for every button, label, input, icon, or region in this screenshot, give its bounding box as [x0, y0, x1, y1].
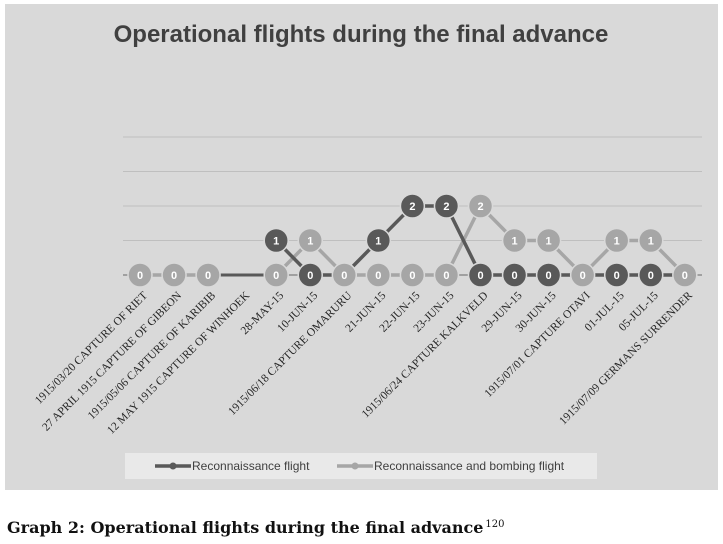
data-point: 0 — [501, 262, 528, 288]
chart-panel: Operational flights during the final adv… — [5, 4, 718, 490]
data-point: 0 — [433, 262, 460, 288]
caption-text: Graph 2: Operational flights during the … — [7, 518, 484, 537]
data-point: 1 — [501, 227, 528, 254]
data-label: 1 — [375, 236, 381, 248]
data-label: 2 — [443, 201, 449, 213]
legend-label: Reconnaissance flight — [192, 459, 310, 473]
legend-swatch-marker — [169, 462, 177, 470]
caption-footnote: 120 — [485, 518, 505, 530]
data-label: 1 — [648, 236, 654, 248]
data-label: 1 — [546, 236, 552, 248]
data-point: 0 — [569, 262, 596, 288]
data-label: 1 — [511, 236, 517, 248]
data-point: 1 — [603, 227, 630, 254]
line-chart: Operational flights during the final adv… — [33, 21, 702, 479]
data-marker — [161, 262, 187, 288]
series-markers: 0 0 0 0 1 0 0 0 0 2 1 1 0 1 1 0 1 0 1 2 2 0 0 0 0 0 — [127, 193, 698, 288]
data-marker — [672, 262, 698, 288]
data-label: 2 — [409, 201, 415, 213]
data-label: 1 — [307, 236, 313, 248]
chart-title: Operational flights during the final adv… — [114, 21, 609, 48]
x-tick-label: 27 APRIL 1915 CAPTURE OF GIBEON — [40, 289, 184, 433]
x-tick-label: 1915/05/06 CAPTURE OF KARIBIB — [86, 289, 219, 422]
data-label: 2 — [477, 201, 483, 213]
data-label: 0 — [341, 270, 347, 282]
data-marker — [501, 262, 528, 288]
data-label: 1 — [273, 236, 279, 248]
data-point: 0 — [535, 262, 562, 288]
data-marker — [433, 262, 460, 288]
data-label: 0 — [137, 270, 143, 282]
data-point: 0 — [467, 262, 494, 288]
data-label: 0 — [307, 270, 313, 282]
data-point: 0 — [297, 262, 323, 288]
x-tick-label: 1915/06/24 CAPTURE KALKVELD — [360, 290, 491, 421]
data-marker — [331, 262, 358, 288]
data-marker — [365, 227, 392, 254]
data-marker — [501, 227, 528, 254]
data-point: 1 — [638, 227, 664, 254]
data-marker — [263, 227, 289, 254]
data-label: 1 — [614, 236, 620, 248]
data-label: 0 — [580, 270, 586, 282]
data-marker — [638, 227, 664, 254]
data-marker — [638, 262, 664, 288]
data-label: 0 — [375, 270, 381, 282]
data-marker — [297, 262, 323, 288]
data-label: 0 — [477, 270, 483, 282]
legend-item-reconnaissance: Reconnaissance flight — [155, 459, 310, 473]
data-marker — [399, 262, 426, 288]
data-marker — [535, 227, 562, 254]
data-marker — [263, 262, 289, 288]
data-marker — [603, 262, 630, 288]
data-label: 0 — [171, 270, 177, 282]
legend-label: Reconnaissance and bombing flight — [374, 459, 565, 473]
data-point: 0 — [399, 262, 426, 288]
data-label: 0 — [205, 270, 211, 282]
data-marker — [603, 227, 630, 254]
data-marker — [569, 262, 596, 288]
data-label: 0 — [273, 270, 279, 282]
legend-item-reconnaissance-bombing: Reconnaissance and bombing flight — [337, 459, 565, 473]
data-marker — [399, 193, 426, 219]
data-point: 1 — [535, 227, 562, 254]
data-marker — [195, 262, 221, 288]
data-point: 0 — [365, 262, 392, 288]
data-label: 0 — [648, 270, 654, 282]
data-marker — [467, 262, 494, 288]
data-marker — [297, 227, 323, 254]
data-point: 1 — [263, 227, 289, 254]
data-marker — [467, 193, 494, 219]
data-label: 0 — [511, 270, 517, 282]
data-label: 0 — [443, 270, 449, 282]
data-marker — [535, 262, 562, 288]
legend-swatch-marker — [351, 462, 359, 470]
data-point: 0 — [638, 262, 664, 288]
data-point: 0 — [331, 262, 358, 288]
data-label: 0 — [546, 270, 552, 282]
data-point: 2 — [433, 193, 460, 219]
data-point: 2 — [399, 193, 426, 219]
data-point: 1 — [365, 227, 392, 254]
data-point: 1 — [297, 227, 323, 254]
data-point: 0 — [161, 262, 187, 288]
data-label: 0 — [409, 270, 415, 282]
x-tick-label: 1915/06/18 CAPTURE OMARURU — [226, 289, 355, 418]
data-marker — [127, 262, 153, 288]
data-point: 0 — [195, 262, 221, 288]
figure-caption: Graph 2: Operational flights during the … — [7, 518, 505, 537]
data-label: 0 — [682, 270, 688, 282]
data-point: 0 — [127, 262, 153, 288]
data-label: 0 — [614, 270, 620, 282]
data-point: 0 — [603, 262, 630, 288]
data-point: 0 — [263, 262, 289, 288]
data-marker — [433, 193, 460, 219]
data-point: 0 — [672, 262, 698, 288]
data-point: 2 — [467, 193, 494, 219]
data-marker — [365, 262, 392, 288]
